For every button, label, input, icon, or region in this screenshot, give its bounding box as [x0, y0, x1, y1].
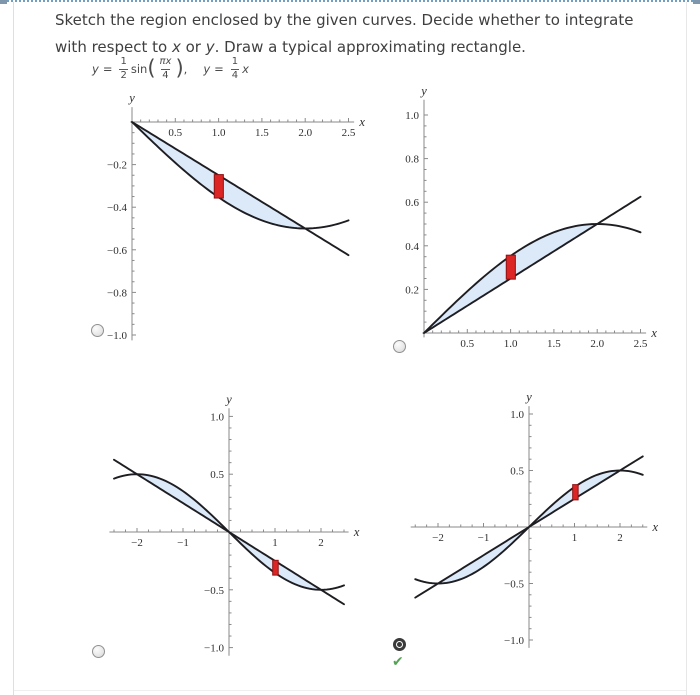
- svg-text:x: x: [358, 115, 365, 129]
- svg-text:0.6: 0.6: [405, 197, 419, 209]
- answer-graph-1: 0.5 1.0 1.5 2.0 2.5 −0.2 −0.4 −0.6 −0.8 −1.0 x y: [88, 91, 366, 344]
- choice-4-radio[interactable]: [393, 638, 406, 651]
- top-right-corner-mark: [693, 0, 700, 4]
- right-border-line: [686, 2, 687, 695]
- choice-3-radio[interactable]: [92, 645, 105, 658]
- top-left-corner-mark: [0, 0, 7, 4]
- svg-text:−0.5: −0.5: [504, 579, 524, 591]
- svg-text:1.0: 1.0: [504, 338, 518, 350]
- given-curves-equation: y = 1 2 sin(πx 4), y = 1 4 x: [92, 55, 249, 81]
- svg-text:1.0: 1.0: [212, 127, 226, 139]
- svg-text:1: 1: [572, 532, 578, 544]
- svg-text:−0.4: −0.4: [107, 202, 127, 214]
- question-line-2: with respect to x or y. Draw a typical a…: [55, 38, 526, 56]
- answer-graph-4: −2 −1 1 2 −1.0 −0.5 0.5 1.0 x y: [388, 388, 670, 670]
- question-text: Sketch the region enclosed by the given …: [55, 7, 633, 61]
- svg-text:−1.0: −1.0: [204, 643, 224, 655]
- svg-text:−0.8: −0.8: [107, 287, 127, 299]
- svg-text:1.0: 1.0: [405, 110, 419, 122]
- top-dotted-border: [0, 0, 700, 2]
- svg-text:−1: −1: [177, 537, 189, 549]
- svg-text:−1: −1: [478, 532, 490, 544]
- svg-text:x: x: [353, 525, 360, 539]
- svg-text:0.5: 0.5: [168, 127, 182, 139]
- svg-text:0.8: 0.8: [405, 154, 419, 166]
- choice-2-radio[interactable]: [393, 340, 406, 353]
- plot-canvas: −2 −1 1 2 −1.0 −0.5 0.5 1.0 x y: [109, 392, 360, 656]
- svg-text:−0.5: −0.5: [204, 585, 224, 597]
- svg-text:1.5: 1.5: [255, 127, 269, 139]
- answer-graph-3: −2 −1 1 2 −1.0 −0.5 0.5 1.0 x y: [88, 388, 366, 670]
- svg-text:1.0: 1.0: [510, 409, 524, 421]
- svg-text:0.4: 0.4: [405, 241, 419, 253]
- svg-text:1.5: 1.5: [547, 338, 561, 350]
- svg-text:y: y: [224, 392, 232, 406]
- radio-dot: [397, 642, 402, 647]
- svg-text:−0.6: −0.6: [107, 245, 127, 257]
- svg-text:−1.0: −1.0: [107, 330, 127, 342]
- svg-text:−2: −2: [432, 532, 444, 544]
- fraction-pix-over-4: πx 4: [159, 56, 172, 81]
- svg-text:2: 2: [318, 537, 324, 549]
- svg-text:2.0: 2.0: [298, 127, 312, 139]
- svg-text:0.2: 0.2: [405, 284, 419, 296]
- plot-canvas: 0.5 1.0 1.5 2.0 2.5 −0.2 −0.4 −0.6 −0.8 −1.0 x y: [107, 91, 365, 342]
- answer-graph-2: 0.5 1.0 1.5 2.0 2.5 0.2 0.4 0.6 0.8 1.0 x y: [390, 84, 670, 360]
- svg-text:y: y: [524, 390, 532, 404]
- plot-canvas: −2 −1 1 2 −1.0 −0.5 0.5 1.0 x y: [410, 390, 659, 648]
- svg-text:x: x: [650, 326, 657, 340]
- left-border-line: [13, 2, 14, 695]
- svg-text:2.0: 2.0: [590, 338, 604, 350]
- svg-text:2.5: 2.5: [634, 338, 648, 350]
- svg-text:1: 1: [272, 537, 278, 549]
- svg-text:2.5: 2.5: [342, 127, 356, 139]
- svg-text:0.5: 0.5: [210, 469, 224, 481]
- svg-text:x: x: [652, 520, 659, 534]
- svg-text:−2: −2: [131, 537, 143, 549]
- bottom-border-line: [14, 690, 686, 691]
- choice-1-radio[interactable]: [91, 324, 104, 337]
- svg-text:−1.0: −1.0: [504, 635, 524, 647]
- svg-text:1.0: 1.0: [210, 411, 224, 423]
- svg-text:2: 2: [617, 532, 623, 544]
- question-line-1: Sketch the region enclosed by the given …: [55, 11, 634, 29]
- correct-answer-checkmark-icon: ✔: [392, 654, 404, 670]
- plot-canvas: 0.5 1.0 1.5 2.0 2.5 0.2 0.4 0.6 0.8 1.0 x y: [405, 84, 657, 350]
- svg-text:y: y: [127, 96, 135, 105]
- svg-text:−0.2: −0.2: [107, 160, 127, 172]
- svg-text:y: y: [419, 88, 427, 98]
- svg-text:0.5: 0.5: [510, 466, 524, 478]
- svg-text:0.5: 0.5: [460, 338, 474, 350]
